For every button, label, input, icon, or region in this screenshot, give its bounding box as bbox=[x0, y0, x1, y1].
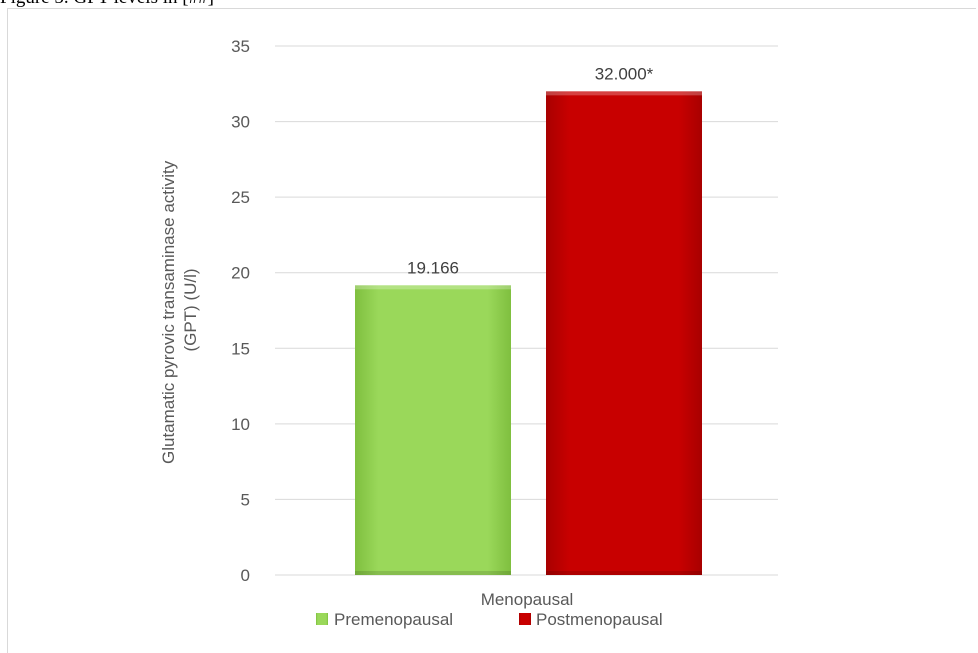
y-tick-label: 15 bbox=[231, 339, 250, 358]
data-label: 32.000* bbox=[595, 64, 654, 83]
bar-bevel-bottom bbox=[546, 571, 702, 575]
y-tick-label: 5 bbox=[241, 490, 250, 509]
bar-premenopausal bbox=[355, 285, 511, 575]
x-axis-title: Menopausal bbox=[481, 590, 574, 609]
legend-entry: Postmenopausal bbox=[536, 610, 663, 629]
y-axis-title: Glutamatic pyrovic transaminase activity… bbox=[159, 156, 200, 464]
y-tick-label: 10 bbox=[231, 415, 250, 434]
legend-swatch bbox=[316, 613, 328, 625]
bar-bevel-bottom bbox=[355, 571, 511, 575]
bar-postmenopausal bbox=[546, 91, 702, 575]
bar-bevel-top bbox=[546, 91, 702, 96]
legend-swatch bbox=[519, 613, 531, 625]
y-tick-label: 25 bbox=[231, 188, 250, 207]
legend: Premenopausal Postmenopausal bbox=[316, 610, 663, 629]
y-tick-label: 35 bbox=[231, 37, 250, 56]
legend-entry: Premenopausal bbox=[334, 610, 453, 629]
y-tick-label: 0 bbox=[241, 566, 250, 585]
data-label: 19.166 bbox=[407, 258, 459, 277]
figure-caption: Figure 5. GPT levels in [##] bbox=[0, 0, 214, 9]
y-tick-label: 30 bbox=[231, 113, 250, 132]
bar-bevel-top bbox=[355, 285, 511, 290]
chart-frame bbox=[7, 8, 976, 653]
y-tick-label: 20 bbox=[231, 264, 250, 283]
